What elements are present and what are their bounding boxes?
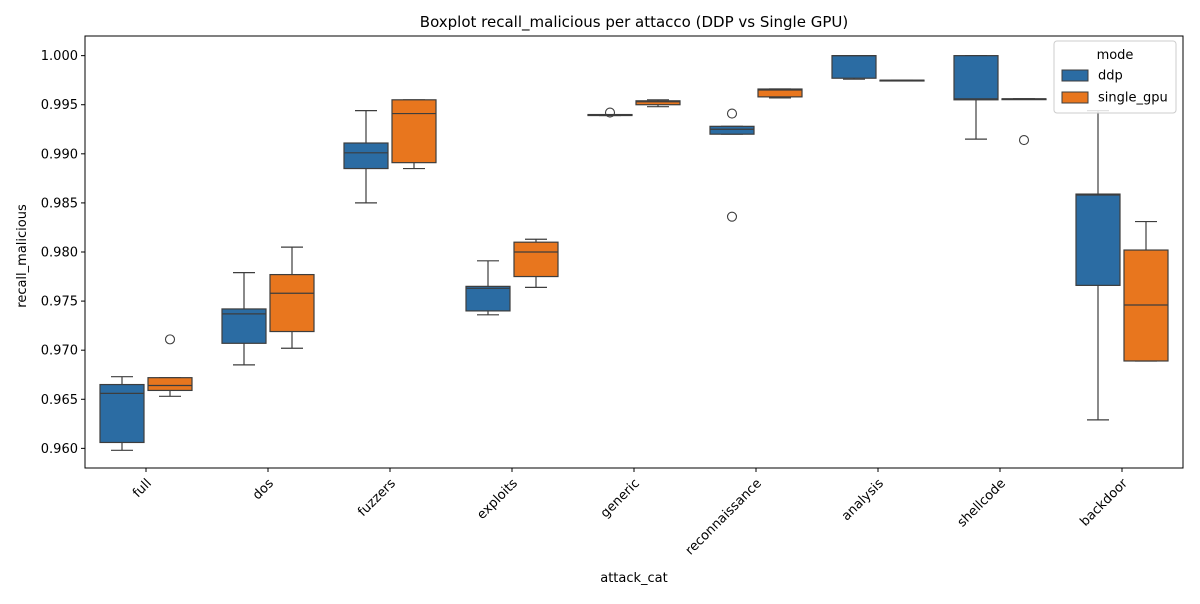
outlier-point	[604, 107, 616, 118]
outlier-point	[726, 108, 738, 119]
box-iqr	[953, 55, 999, 101]
x-tick-label: dos	[250, 476, 277, 503]
box-ddp-full	[99, 376, 145, 451]
box-ddp-fuzzers	[343, 110, 389, 204]
x-tick-label: generic	[598, 476, 643, 521]
legend-swatch-single_gpu	[1061, 91, 1089, 104]
legend-label-single_gpu: single_gpu	[1098, 91, 1168, 106]
y-tick-label: 0.985	[41, 196, 78, 211]
y-tick-label: 0.970	[41, 344, 78, 359]
y-tick-label: 0.980	[41, 246, 78, 261]
box-ddp-exploits	[465, 260, 511, 316]
y-tick-label: 0.990	[41, 147, 78, 162]
box-single_gpu-generic	[635, 99, 681, 108]
x-tick-label: backdoor	[1078, 476, 1132, 530]
box-iqr	[1075, 193, 1121, 286]
box-iqr	[391, 99, 437, 164]
box-iqr	[757, 88, 803, 98]
box-iqr	[99, 383, 145, 444]
box-ddp-dos	[221, 272, 267, 366]
x-tick-label: shellcode	[955, 476, 1009, 530]
box-iqr	[343, 142, 389, 170]
box-iqr	[513, 241, 559, 278]
x-tick-label: exploits	[474, 476, 521, 523]
box-single_gpu-exploits	[513, 238, 559, 288]
box-single_gpu-shellcode	[1001, 98, 1047, 146]
legend-items: ddp single_gpu	[1061, 69, 1168, 106]
legend: mode ddp single_gpu	[1053, 40, 1177, 114]
box-single_gpu-reconnaissance	[757, 88, 803, 99]
x-tick-label: full	[130, 476, 155, 501]
y-axis-label: recall_malicious	[15, 204, 30, 308]
box-single_gpu-backdoor	[1123, 220, 1169, 362]
x-tick-label: fuzzers	[355, 476, 399, 520]
chart-title: Boxplot recall_malicious per attacco (DD…	[420, 13, 848, 32]
box-iqr	[831, 55, 877, 79]
plot-frame	[84, 35, 1184, 469]
box-iqr	[147, 377, 193, 392]
series-single_gpu	[147, 79, 1169, 397]
y-tick-label: 0.995	[41, 98, 78, 113]
box-ddp-reconnaissance	[709, 108, 755, 222]
box-iqr	[269, 273, 315, 333]
box-single_gpu-dos	[269, 246, 315, 349]
box-iqr	[635, 100, 681, 106]
x-tick-label: reconnaissance	[683, 476, 765, 558]
box-ddp-shellcode	[953, 55, 999, 140]
box-single_gpu-fuzzers	[391, 99, 437, 170]
outlier-point	[726, 211, 738, 222]
outlier-point	[164, 334, 176, 345]
legend-swatch-ddp	[1061, 69, 1089, 82]
box-iqr	[221, 308, 267, 344]
box-single_gpu-full	[147, 334, 193, 397]
box-iqr	[465, 285, 511, 312]
box-ddp-analysis	[831, 55, 877, 80]
y-tick-label: 0.960	[41, 442, 78, 457]
x-axis-label: attack_cat	[600, 571, 668, 586]
x-tick-label: analysis	[839, 476, 887, 524]
y-tick-label: 0.975	[41, 295, 78, 310]
outlier-point	[1018, 135, 1030, 146]
series-ddp	[99, 55, 1121, 451]
plot-area	[99, 55, 1169, 451]
y-tick-label: 1.000	[41, 49, 78, 64]
legend-title: mode	[1097, 48, 1134, 63]
box-iqr	[709, 125, 755, 135]
axes: 0.960 0.965 0.970 0.975 0.980 0.985 0.990 0.995…	[41, 49, 1132, 558]
legend-label-ddp: ddp	[1098, 69, 1123, 84]
box-single_gpu-analysis	[879, 79, 925, 82]
y-tick-label: 0.965	[41, 393, 78, 408]
box-ddp-generic	[587, 107, 633, 118]
box-ddp-backdoor	[1075, 110, 1121, 421]
